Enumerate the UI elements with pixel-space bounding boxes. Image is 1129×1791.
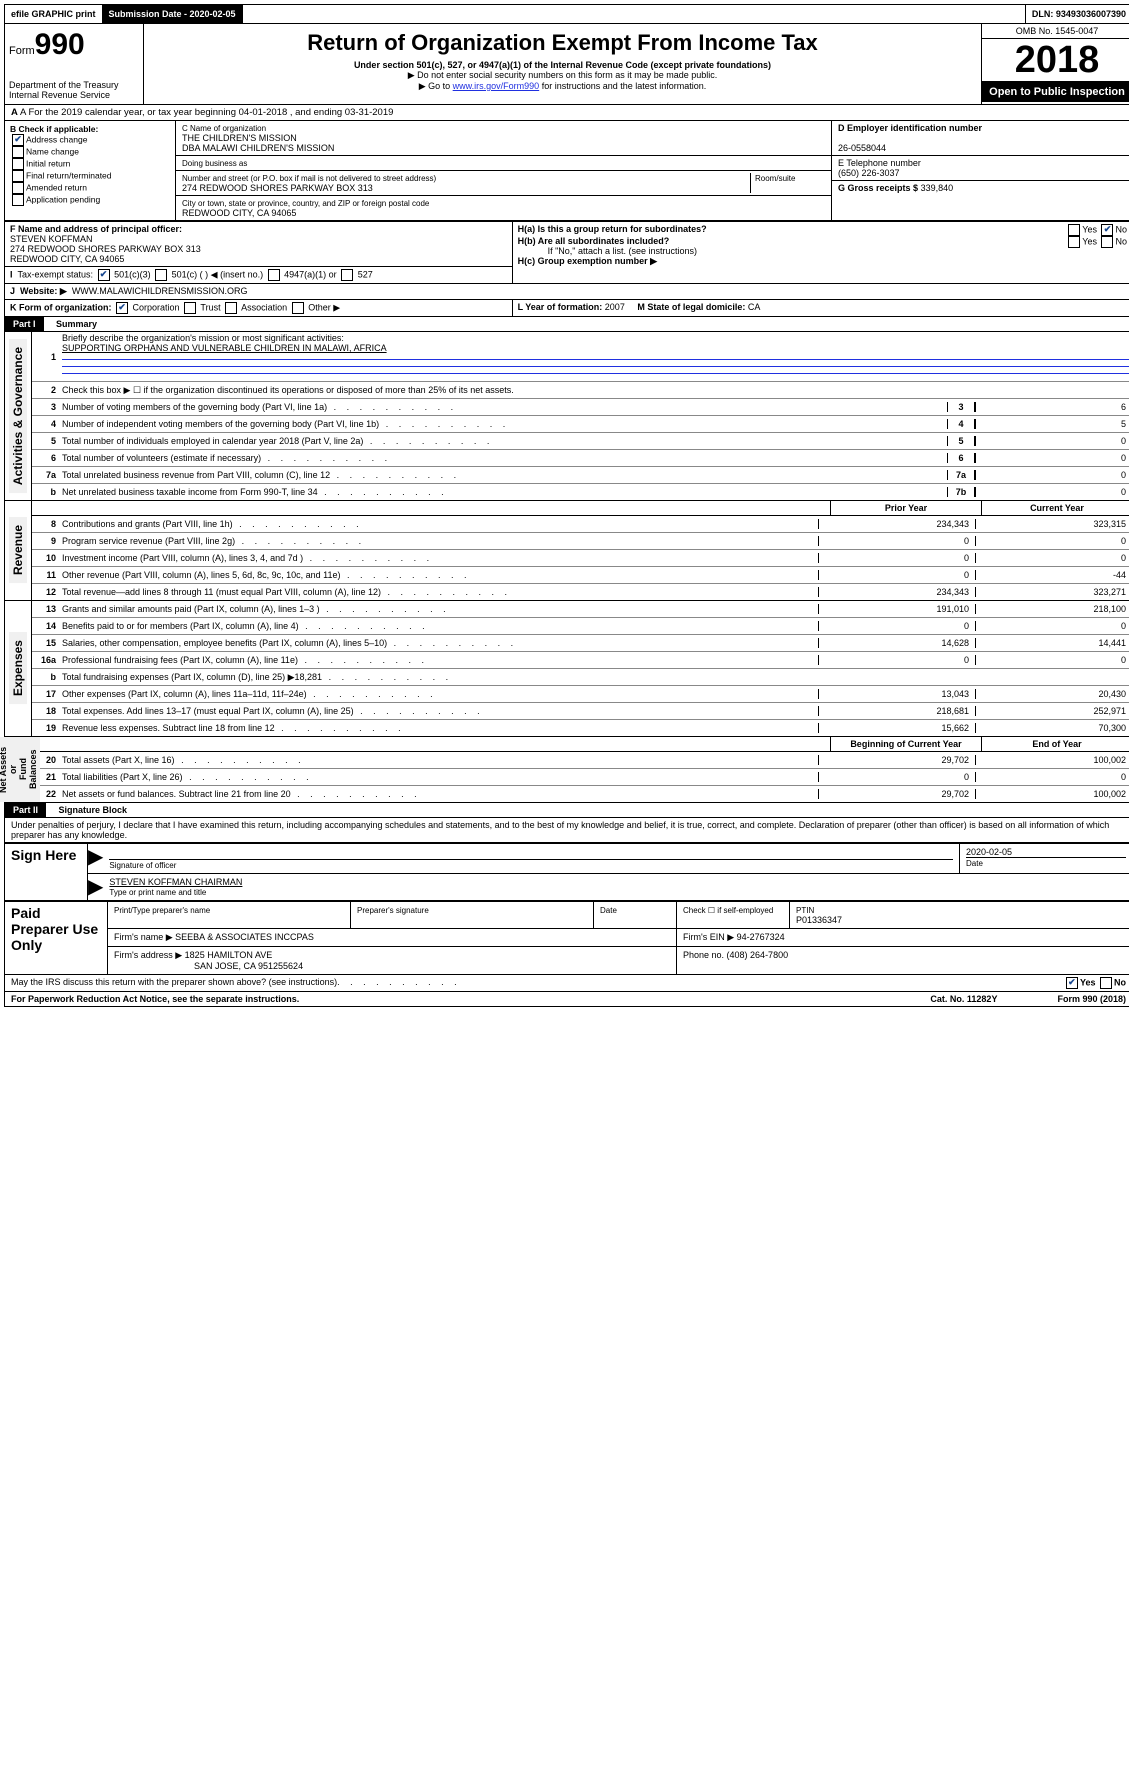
k-trust[interactable] xyxy=(184,302,196,314)
org-name-1: THE CHILDREN'S MISSION xyxy=(182,133,297,143)
officer-street: 274 REDWOOD SHORES PARKWAY BOX 313 xyxy=(10,244,201,254)
footer-left: For Paperwork Reduction Act Notice, see … xyxy=(11,994,299,1004)
mission-text: SUPPORTING ORPHANS AND VULNERABLE CHILDR… xyxy=(62,343,387,353)
tax-501c[interactable] xyxy=(155,269,167,281)
discuss-yes[interactable] xyxy=(1066,977,1078,989)
part-ii-title: Signature Block xyxy=(49,805,128,815)
state-domicile: CA xyxy=(748,302,761,312)
firm-addr1: 1825 HAMILTON AVE xyxy=(185,950,273,960)
firm-phone: Phone no. (408) 264-7800 xyxy=(677,947,1129,975)
side-net-assets: Net Assets or Fund Balances xyxy=(0,737,40,802)
section-d-e-g: D Employer identification number 26-0558… xyxy=(831,121,1129,220)
dept-treasury: Department of the Treasury Internal Reve… xyxy=(9,80,139,100)
checkbox-address-change[interactable] xyxy=(12,134,24,146)
website: WWW.MALAWICHILDRENSMISSION.ORG xyxy=(72,286,248,296)
omb-number: OMB No. 1545-0047 xyxy=(982,24,1129,39)
checkbox-name-change[interactable] xyxy=(12,146,24,158)
checkbox-application[interactable] xyxy=(12,194,24,206)
paid-preparer-label: Paid Preparer Use Only xyxy=(5,902,108,975)
discuss-no[interactable] xyxy=(1100,977,1112,989)
efile-link[interactable]: efile GRAPHIC print xyxy=(5,5,103,23)
tax-527[interactable] xyxy=(341,269,353,281)
k-assoc[interactable] xyxy=(225,302,237,314)
side-governance: Activities & Governance xyxy=(9,339,27,493)
section-b-checkboxes: B Check if applicable: Address change Na… xyxy=(5,121,176,220)
dln: DLN: 93493036007390 xyxy=(1026,5,1129,23)
sign-date: 2020-02-05 xyxy=(966,847,1012,857)
firm-ein: Firm's EIN ▶ 94-2767324 xyxy=(677,929,1129,947)
hb-yes[interactable] xyxy=(1068,236,1080,248)
discuss-question: May the IRS discuss this return with the… xyxy=(11,977,337,989)
firm-name: SEEBA & ASSOCIATES INCCPAS xyxy=(175,932,314,942)
telephone: (650) 226-3037 xyxy=(838,168,900,178)
side-revenue: Revenue xyxy=(9,517,27,583)
footer-cat: Cat. No. 11282Y xyxy=(930,994,997,1004)
section-c: C Name of organization THE CHILDREN'S MI… xyxy=(176,121,831,220)
ptin: P01336347 xyxy=(796,915,842,925)
k-other[interactable] xyxy=(292,302,304,314)
gross-receipts: 339,840 xyxy=(921,183,954,193)
ein: 26-0558044 xyxy=(838,143,886,153)
top-bar: efile GRAPHIC print Submission Date - 20… xyxy=(4,4,1129,24)
checkbox-amended[interactable] xyxy=(12,182,24,194)
footer-right: Form 990 (2018) xyxy=(1057,994,1126,1004)
submission-date: Submission Date - 2020-02-05 xyxy=(103,5,243,23)
tax-year: 2018 xyxy=(982,39,1129,82)
checkbox-initial-return[interactable] xyxy=(12,158,24,170)
part-i-title: Summary xyxy=(46,319,97,329)
tax-4947[interactable] xyxy=(268,269,280,281)
sign-here-label: Sign Here xyxy=(5,844,88,901)
officer-sig-name: STEVEN KOFFMAN CHAIRMAN xyxy=(109,877,242,887)
open-public-badge: Open to Public Inspection xyxy=(982,82,1129,102)
part-i-label: Part I xyxy=(5,317,44,331)
tax-501c3[interactable] xyxy=(98,269,110,281)
firm-addr2: SAN JOSE, CA 951255624 xyxy=(114,961,303,971)
officer-city: REDWOOD CITY, CA 94065 xyxy=(10,254,124,264)
perjury-statement: Under penalties of perjury, I declare th… xyxy=(4,818,1129,843)
form-number: Form990 xyxy=(9,28,139,62)
note-ssn: ▶ Do not enter social security numbers o… xyxy=(150,70,975,81)
ha-yes[interactable] xyxy=(1068,224,1080,236)
officer-name: STEVEN KOFFMAN xyxy=(10,234,93,244)
org-city: REDWOOD CITY, CA 94065 xyxy=(182,208,296,218)
side-expenses: Expenses xyxy=(9,632,27,704)
row-a-period: A A For the 2019 calendar year, or tax y… xyxy=(4,105,1129,121)
form-header: Form990 Department of the Treasury Inter… xyxy=(4,24,1129,105)
checkbox-final-return[interactable] xyxy=(12,170,24,182)
hb-no[interactable] xyxy=(1101,236,1113,248)
k-corp[interactable] xyxy=(116,302,128,314)
part-ii-label: Part II xyxy=(5,803,46,817)
form-title: Return of Organization Exempt From Incom… xyxy=(150,30,975,56)
note-goto: ▶ Go to www.irs.gov/Form990 for instruct… xyxy=(150,81,975,92)
irs-link[interactable]: www.irs.gov/Form990 xyxy=(453,81,540,91)
form-subtitle: Under section 501(c), 527, or 4947(a)(1)… xyxy=(150,60,975,70)
ha-no[interactable] xyxy=(1101,224,1113,236)
org-name-2: DBA MALAWI CHILDREN'S MISSION xyxy=(182,143,334,153)
org-street: 274 REDWOOD SHORES PARKWAY BOX 313 xyxy=(182,183,373,193)
year-formation: 2007 xyxy=(605,302,625,312)
